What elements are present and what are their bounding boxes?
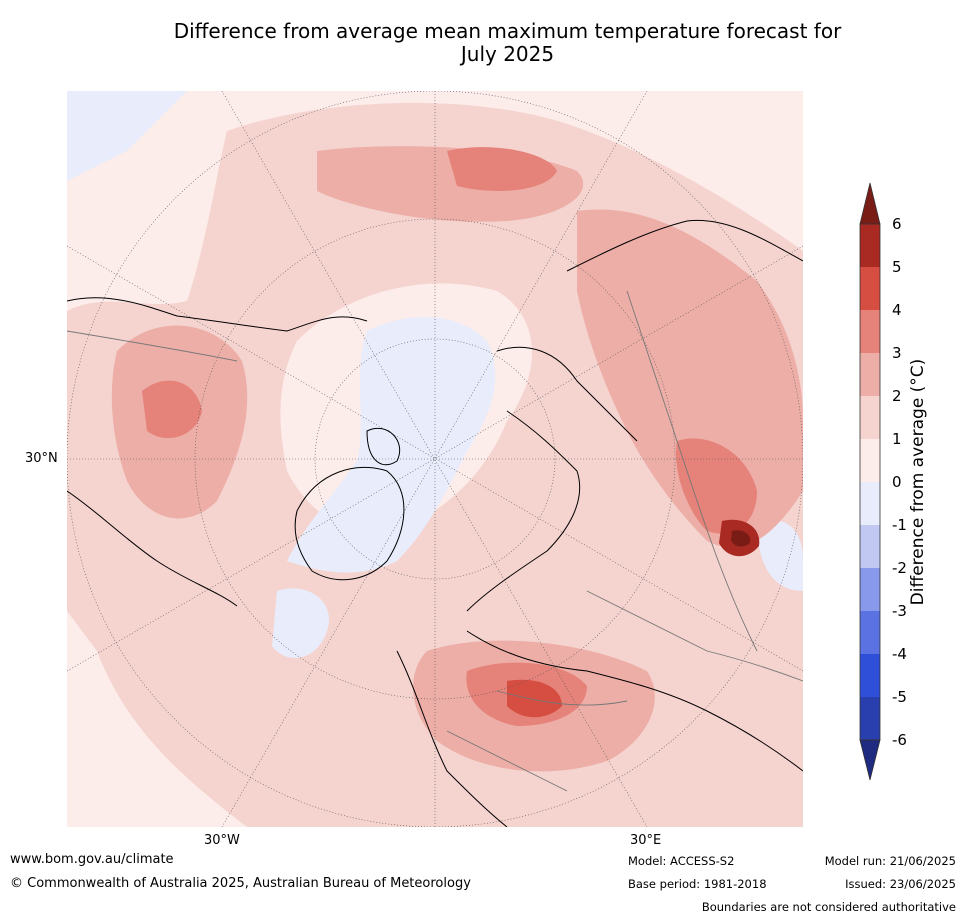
colorbar-tick: 2 xyxy=(892,387,902,405)
colorbar-tick: 4 xyxy=(892,301,902,319)
colorbar-segment xyxy=(860,568,880,611)
anomaly-region-asia-3-4 xyxy=(676,438,757,534)
anomaly-region-namerica-3-4 xyxy=(142,380,202,439)
title-line-1: Difference from average mean maximum tem… xyxy=(173,19,842,43)
colorbar-segment xyxy=(860,654,880,697)
footer-model: Model: ACCESS-S2 xyxy=(628,854,735,868)
anomaly-region-asia-2-3 xyxy=(577,209,803,548)
colorbar-tick: -6 xyxy=(892,731,907,749)
anomaly-region-pacific-3-4 xyxy=(447,147,557,191)
colorbar-segment xyxy=(860,697,880,740)
footer-copyright: © Commonwealth of Australia 2025, Austra… xyxy=(10,876,471,891)
lat-label-30n: 30°N xyxy=(25,451,58,466)
colorbar-tick: -2 xyxy=(892,559,907,577)
anomaly-region-asia-above-6 xyxy=(731,530,751,547)
colorbar-tick: 3 xyxy=(892,344,902,362)
anomaly-region-cool xyxy=(67,91,187,181)
colorbar-tick: 6 xyxy=(892,215,902,233)
colorbar-tick: 5 xyxy=(892,258,902,276)
lon-label-30w: 30°W xyxy=(204,833,240,848)
footer-model-run: Model run: 21/06/2025 xyxy=(824,854,956,868)
graticule xyxy=(67,91,803,827)
country-borders xyxy=(67,290,803,792)
footer-issued: Issued: 23/06/2025 xyxy=(845,877,956,891)
colorbar-segment xyxy=(860,310,880,353)
colorbar-tick: -5 xyxy=(892,688,907,706)
colorbar-max-arrow xyxy=(859,182,881,225)
anomaly-region-europe-4-5 xyxy=(507,679,562,718)
anomaly-region-arctic-cool xyxy=(287,317,496,573)
colorbar: 6 5 4 3 2 1 0 -1 -2 -3 -4 -5 -6 xyxy=(859,182,907,781)
colorbar-title: Difference from average (°C) xyxy=(908,358,928,606)
colorbar-segment xyxy=(860,353,880,396)
title-line-2: July 2025 xyxy=(460,42,555,66)
footer-disclaimer: Boundaries are not considered authoritat… xyxy=(701,900,956,914)
colorbar-segment xyxy=(860,267,880,310)
colorbar-segment xyxy=(860,525,880,568)
footer-website: www.bom.gov.au/climate xyxy=(10,852,174,867)
colorbar-min-arrow xyxy=(859,739,881,781)
footer-base-period: Base period: 1981-2018 xyxy=(628,877,767,891)
forecast-map xyxy=(67,91,803,827)
colorbar-tick: -4 xyxy=(892,645,907,663)
map-title: Difference from average mean maximum tem… xyxy=(0,20,965,66)
colorbar-tick: 0 xyxy=(892,473,902,491)
colorbar-tick: -3 xyxy=(892,602,907,620)
colorbar-segment xyxy=(860,439,880,482)
colorbar-tick: 1 xyxy=(892,430,902,448)
anomaly-region-atlantic-cool xyxy=(272,588,329,658)
colorbar-segment xyxy=(860,396,880,439)
colorbar-tick: -1 xyxy=(892,516,907,534)
lon-label-30e: 30°E xyxy=(630,833,662,848)
coastlines xyxy=(67,219,803,827)
colorbar-segment xyxy=(860,611,880,654)
colorbar-segment xyxy=(860,224,880,267)
anomaly-region-asia-cool xyxy=(757,519,803,591)
colorbar-segment xyxy=(860,482,880,525)
